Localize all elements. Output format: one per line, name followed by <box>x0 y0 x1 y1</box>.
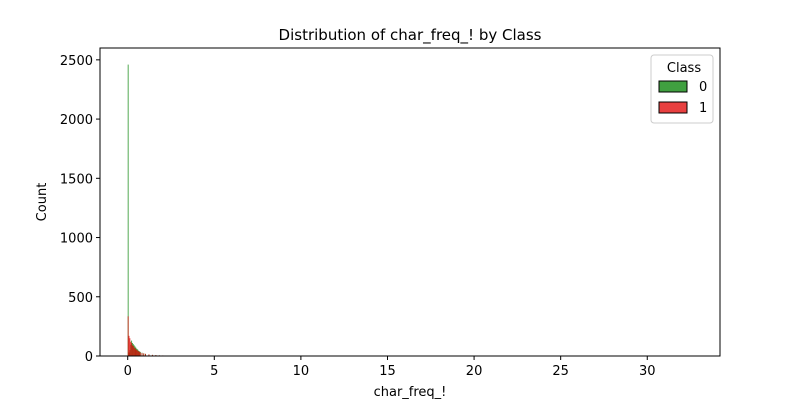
legend-label-1: 1 <box>699 101 707 116</box>
bar-series-1-9 <box>135 349 137 356</box>
y-tick-label: 500 <box>68 291 93 306</box>
x-axis-ticks: 0 5 10 15 20 25 30 <box>124 356 656 379</box>
bar-series-0-0 <box>127 64 129 356</box>
y-tick-label: 2000 <box>60 113 93 128</box>
legend: Class 0 1 <box>650 54 714 124</box>
bar-series-1-19 <box>151 354 153 356</box>
histogram-bars <box>127 64 690 357</box>
bar-series-1-15 <box>141 353 143 356</box>
y-tick-label: 0 <box>85 350 93 365</box>
legend-swatch-0 <box>658 80 688 93</box>
y-tick-label: 1500 <box>60 172 93 187</box>
bar-series-1-1 <box>128 335 130 356</box>
y-tick-label: 2500 <box>60 54 93 69</box>
bar-series-1-17 <box>145 353 146 356</box>
x-tick-label: 15 <box>379 364 396 379</box>
bar-series-1-14 <box>139 352 141 356</box>
legend-swatch-1 <box>658 101 688 114</box>
bar-series-1-18 <box>148 354 150 356</box>
bar-series-1-8 <box>134 348 136 356</box>
bar-series-1-11 <box>137 350 139 356</box>
bar-series-1-6 <box>132 345 134 356</box>
y-tick-label: 1000 <box>60 232 93 247</box>
x-tick-label: 30 <box>639 364 656 379</box>
bar-series-1-12 <box>138 351 139 356</box>
plot-frame <box>99 47 721 357</box>
chart-title: Distribution of char_freq_! by Class <box>279 26 542 45</box>
bar-series-1-13 <box>138 351 140 356</box>
x-axis-label: char_freq_! <box>374 385 447 400</box>
x-tick-label: 0 <box>124 364 132 379</box>
x-tick-label: 5 <box>210 364 218 379</box>
bar-series-1-3 <box>130 341 132 356</box>
bar-series-1-0 <box>127 316 129 356</box>
bar-series-1-2 <box>129 338 131 356</box>
bar-series-1-5 <box>132 345 133 356</box>
legend-label-0: 0 <box>699 80 707 95</box>
bar-series-1-4 <box>131 342 133 356</box>
x-tick-label: 20 <box>466 364 483 379</box>
y-axis-ticks: 0 500 1000 1500 2000 2500 <box>60 54 100 365</box>
bar-series-1-10 <box>136 350 138 356</box>
bar-series-1-16 <box>143 353 145 356</box>
legend-title: Class <box>667 61 701 76</box>
bar-series-1-7 <box>133 347 135 356</box>
x-tick-label: 10 <box>293 364 310 379</box>
y-axis-label: Count <box>35 183 50 222</box>
x-tick-label: 25 <box>552 364 569 379</box>
